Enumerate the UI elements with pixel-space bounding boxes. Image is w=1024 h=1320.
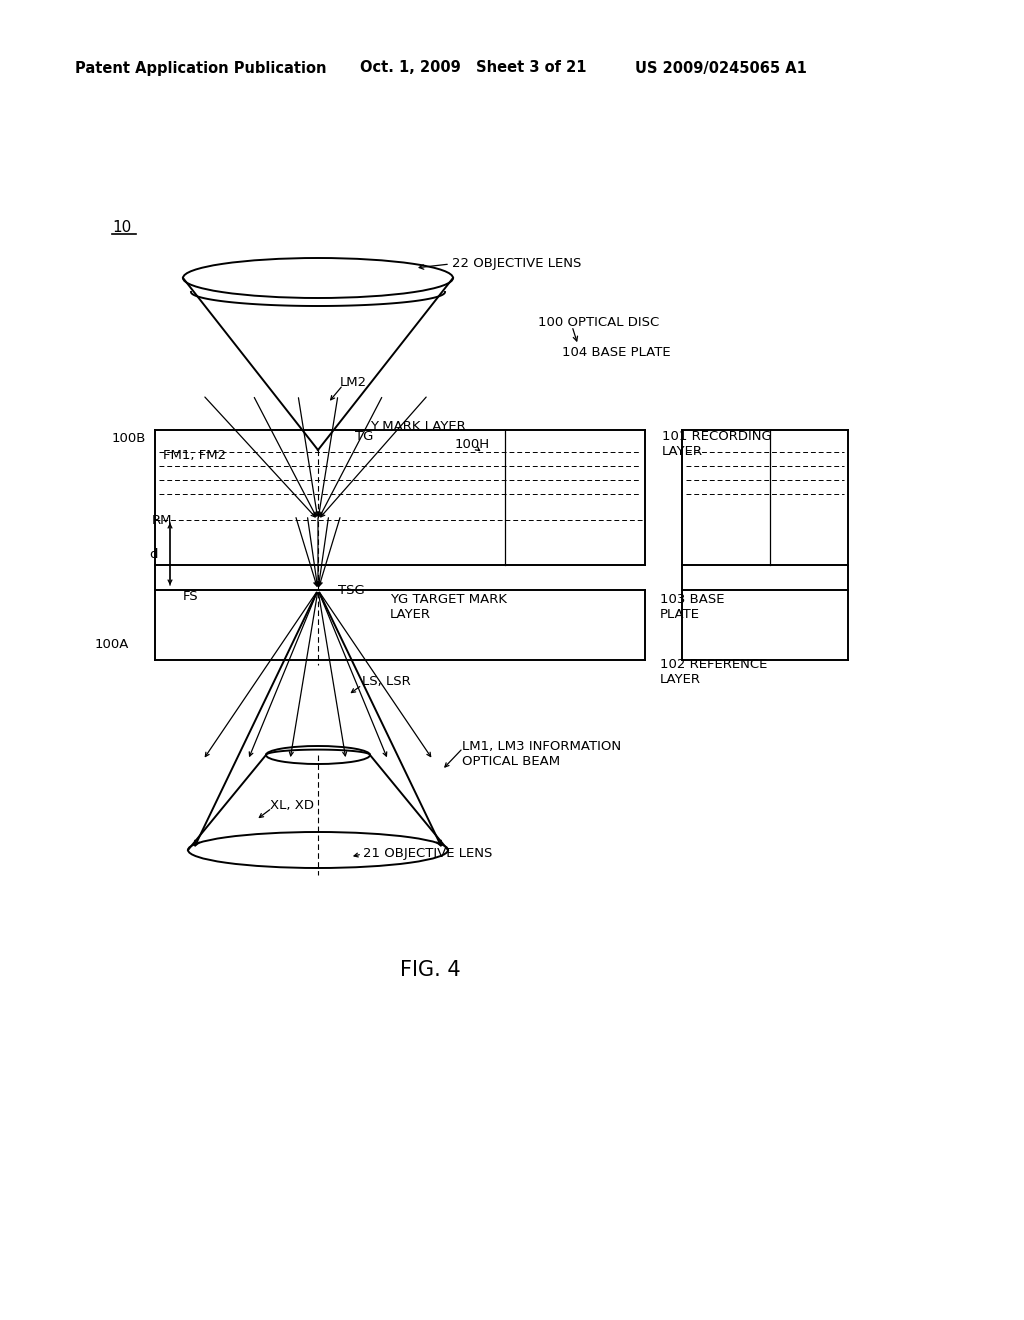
Text: 100H: 100H [455,438,490,451]
Text: 101 RECORDING
LAYER: 101 RECORDING LAYER [662,430,772,458]
Text: FM1, FM2: FM1, FM2 [163,449,226,462]
Text: Patent Application Publication: Patent Application Publication [75,61,327,75]
Text: 22 OBJECTIVE LENS: 22 OBJECTIVE LENS [452,256,582,269]
Text: 104 BASE PLATE: 104 BASE PLATE [562,346,671,359]
Text: Oct. 1, 2009   Sheet 3 of 21: Oct. 1, 2009 Sheet 3 of 21 [360,61,587,75]
Text: 10: 10 [112,220,131,235]
Text: 21 OBJECTIVE LENS: 21 OBJECTIVE LENS [362,846,493,859]
Text: 100A: 100A [95,639,129,652]
Text: Y MARK LAYER: Y MARK LAYER [370,420,466,433]
Text: FS: FS [183,590,199,602]
Text: LS, LSR: LS, LSR [362,676,411,689]
Text: d: d [150,549,158,561]
Text: 102 REFERENCE
LAYER: 102 REFERENCE LAYER [660,657,767,686]
Text: 103 BASE
PLATE: 103 BASE PLATE [660,593,725,620]
Text: LM2: LM2 [340,375,368,388]
Text: XL, XD: XL, XD [270,799,314,812]
Text: FIG. 4: FIG. 4 [399,960,461,979]
Text: TG: TG [355,429,374,442]
Text: RM: RM [152,513,172,527]
Text: 100 OPTICAL DISC: 100 OPTICAL DISC [538,315,659,329]
Text: 100B: 100B [112,432,146,445]
Text: YG TARGET MARK
LAYER: YG TARGET MARK LAYER [390,593,507,620]
Text: US 2009/0245065 A1: US 2009/0245065 A1 [635,61,807,75]
Text: LM1, LM3 INFORMATION
OPTICAL BEAM: LM1, LM3 INFORMATION OPTICAL BEAM [462,741,622,768]
Text: TSG: TSG [338,583,365,597]
